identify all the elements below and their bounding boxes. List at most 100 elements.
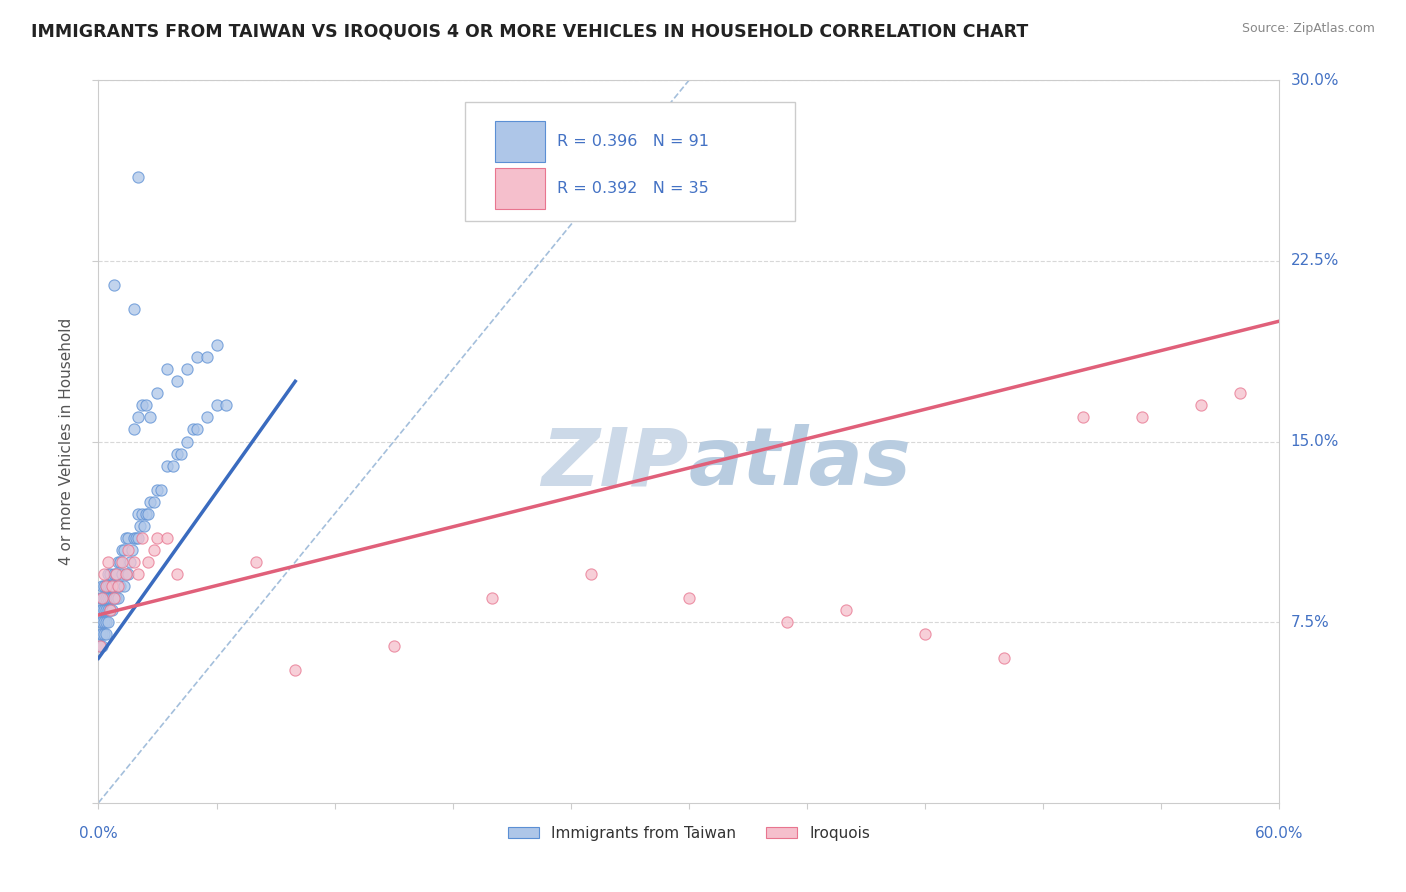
Point <box>117 531 139 545</box>
Point <box>115 567 138 582</box>
Point <box>97 603 120 617</box>
Point <box>181 422 204 436</box>
Point <box>162 458 184 473</box>
Point <box>103 579 125 593</box>
Point <box>111 542 134 557</box>
Point <box>138 410 160 425</box>
FancyBboxPatch shape <box>464 102 796 221</box>
Point <box>96 579 118 593</box>
Point <box>101 603 124 617</box>
Point <box>176 362 198 376</box>
Point <box>135 507 157 521</box>
Point <box>105 591 128 605</box>
Text: R = 0.392   N = 35: R = 0.392 N = 35 <box>557 181 709 196</box>
Point <box>914 627 936 641</box>
Point <box>96 615 118 630</box>
Point <box>105 567 128 582</box>
Point <box>382 639 405 653</box>
Point <box>136 555 159 569</box>
Point <box>195 410 218 425</box>
Text: 60.0%: 60.0% <box>1256 825 1303 840</box>
Point <box>146 531 169 545</box>
Point <box>205 338 228 352</box>
Point <box>215 398 238 412</box>
Point <box>96 603 118 617</box>
Point <box>1189 398 1212 412</box>
Point <box>156 458 179 473</box>
Point <box>127 507 149 521</box>
Text: 15.0%: 15.0% <box>1291 434 1339 449</box>
Point <box>131 398 153 412</box>
Point <box>103 591 125 605</box>
Point <box>205 398 228 412</box>
Point <box>186 350 208 364</box>
Point <box>93 615 115 630</box>
Text: 7.5%: 7.5% <box>1291 615 1329 630</box>
Point <box>146 483 169 497</box>
Point <box>107 579 129 593</box>
Point <box>678 591 700 605</box>
Point <box>115 567 138 582</box>
Point <box>127 567 149 582</box>
Point <box>122 301 145 317</box>
Point <box>98 603 121 617</box>
Point <box>128 518 150 533</box>
Point <box>131 507 153 521</box>
Point <box>96 591 118 605</box>
Text: Source: ZipAtlas.com: Source: ZipAtlas.com <box>1241 22 1375 36</box>
FancyBboxPatch shape <box>495 121 546 162</box>
Point <box>91 591 114 605</box>
Point <box>103 591 125 605</box>
Point <box>170 446 193 460</box>
Point <box>89 615 111 630</box>
Point <box>122 555 145 569</box>
Point <box>89 639 111 653</box>
Point <box>89 591 111 605</box>
Point <box>91 603 114 617</box>
Point <box>97 555 120 569</box>
Point <box>108 579 131 593</box>
Point <box>1229 386 1251 401</box>
Text: 30.0%: 30.0% <box>1291 73 1339 87</box>
Point <box>111 555 134 569</box>
Point <box>91 639 114 653</box>
Point <box>176 434 198 449</box>
Point <box>91 591 114 605</box>
Point <box>127 531 149 545</box>
Point <box>117 542 139 557</box>
Point <box>136 507 159 521</box>
Point <box>93 603 115 617</box>
Point <box>108 555 131 569</box>
Point <box>101 579 124 593</box>
Point <box>98 591 121 605</box>
Point <box>284 664 307 678</box>
Point <box>835 603 858 617</box>
Point <box>97 567 120 582</box>
Point <box>93 591 115 605</box>
Point <box>1071 410 1094 425</box>
Text: atlas: atlas <box>689 425 911 502</box>
Point <box>481 591 503 605</box>
Point <box>245 555 267 569</box>
Point <box>89 603 111 617</box>
Point <box>97 615 120 630</box>
Point <box>146 386 169 401</box>
Point <box>93 567 115 582</box>
Point <box>776 615 799 630</box>
Point <box>156 362 179 376</box>
Text: R = 0.396   N = 91: R = 0.396 N = 91 <box>557 134 709 149</box>
Point <box>98 579 121 593</box>
Point <box>121 542 143 557</box>
Point <box>122 422 145 436</box>
Point <box>579 567 602 582</box>
Point <box>127 169 149 184</box>
Point <box>131 531 153 545</box>
Point <box>107 591 129 605</box>
Point <box>125 531 148 545</box>
Point <box>107 555 129 569</box>
Point <box>111 567 134 582</box>
Point <box>156 531 179 545</box>
Legend: Immigrants from Taiwan, Iroquois: Immigrants from Taiwan, Iroquois <box>502 820 876 847</box>
Point <box>115 531 138 545</box>
Point <box>101 579 124 593</box>
